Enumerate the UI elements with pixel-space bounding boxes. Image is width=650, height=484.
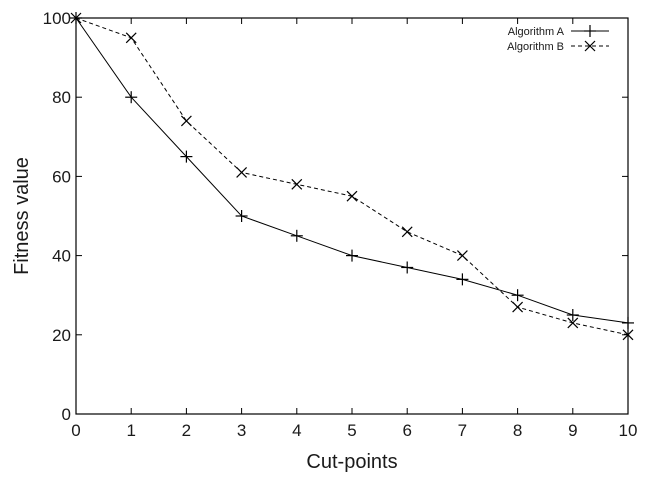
data-point-algorithm-b [346,190,358,202]
legend-label-algorithm-b: Algorithm B [507,41,564,53]
x-axis-title: Cut-points [306,451,397,473]
x-tick-label: 7 [458,421,467,440]
legend-label-algorithm-a: Algorithm A [508,26,565,38]
y-axis-title: Fitness value [11,157,33,275]
plot-frame [75,17,629,415]
x-tick-label: 1 [126,421,135,440]
x-tick-label: 8 [513,421,522,440]
x-tick-label: 4 [292,421,301,440]
data-point-algorithm-b [70,12,82,24]
series-line-algorithm-a [75,17,629,324]
data-point-algorithm-b [401,226,413,238]
axis-ticks [76,18,628,414]
data-point-algorithm-b [236,167,248,178]
data-point-algorithm-b [456,250,468,262]
data-point-algorithm-b [291,178,303,190]
data-point-algorithm-a [180,150,193,163]
data-point-algorithm-b [512,301,524,313]
x-tick-label: 2 [182,421,191,440]
data-point-algorithm-a [566,309,579,321]
series-group [70,12,634,341]
y-tick-label: 60 [52,167,71,186]
legend-marker-algorithm-b [584,40,596,52]
legend-marker-algorithm-a [584,25,596,37]
data-point-algorithm-a [235,210,248,222]
data-point-algorithm-b [567,317,579,329]
data-point-algorithm-a [401,261,414,274]
data-point-algorithm-a [290,229,303,242]
data-point-algorithm-a [346,249,358,262]
data-point-algorithm-a [125,91,138,104]
y-tick-label: 80 [52,88,71,107]
y-tick-label: 100 [43,9,71,28]
legend: Algorithm A Algorithm B [507,25,609,53]
x-tick-label: 9 [568,421,577,440]
y-tick-label: 40 [52,247,71,266]
x-tick-label: 3 [237,421,246,440]
data-point-algorithm-b [622,329,634,341]
data-point-algorithm-a [511,289,524,302]
x-tick-label: 10 [619,421,638,440]
data-point-algorithm-b [125,32,137,44]
x-tick-label: 6 [402,421,411,440]
data-point-algorithm-b [180,115,192,127]
data-point-algorithm-a [622,316,634,329]
x-tick-label: 0 [71,421,80,440]
data-point-algorithm-a [456,273,469,286]
y-tick-label: 20 [52,326,71,345]
y-tick-label: 0 [62,405,71,424]
series-line-algorithm-b [75,17,629,336]
x-tick-label: 5 [347,421,356,440]
